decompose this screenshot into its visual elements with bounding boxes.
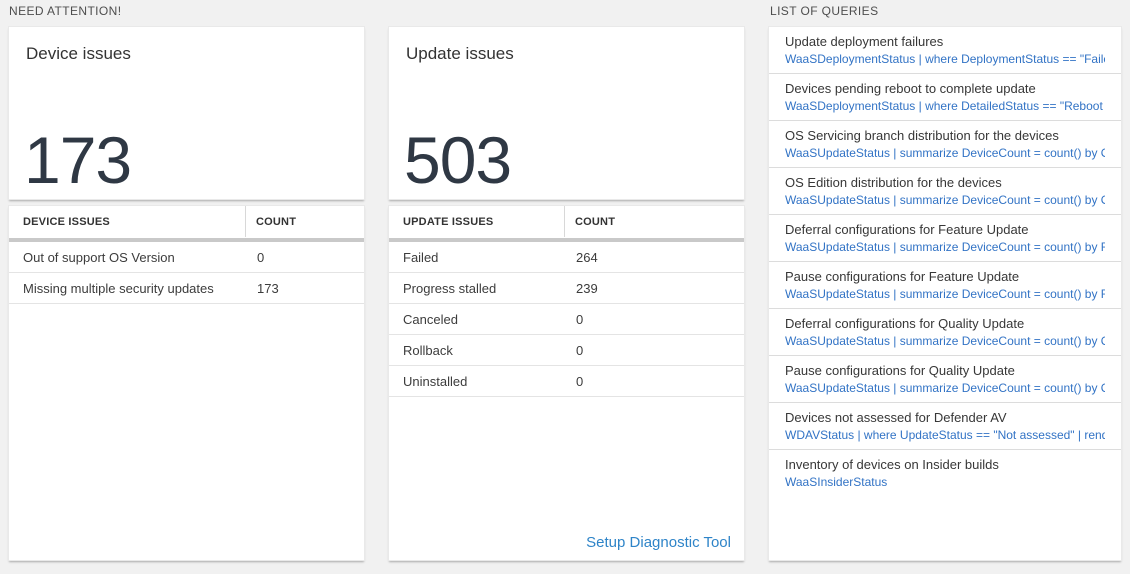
issue-label: Failed	[403, 249, 439, 265]
update-issues-table: UPDATE ISSUES COUNT Failed 264 Progress …	[388, 205, 745, 561]
table-row[interactable]: Missing multiple security updates 173	[9, 273, 364, 304]
table-row[interactable]: Out of support OS Version 0	[9, 242, 364, 273]
query-list-item[interactable]: Devices pending reboot to complete updat…	[769, 74, 1121, 121]
query-list-item[interactable]: OS Servicing branch distribution for the…	[769, 121, 1121, 168]
query-list-item[interactable]: OS Edition distribution for the devices …	[769, 168, 1121, 215]
query-title: Deferral configurations for Quality Upda…	[785, 316, 1025, 331]
query-title: Pause configurations for Feature Update	[785, 269, 1020, 284]
update-issues-title: Update issues	[406, 44, 514, 63]
table-row[interactable]: Canceled 0	[389, 304, 744, 335]
device-issues-tile[interactable]: Device issues 173	[8, 26, 365, 200]
issue-label: Uninstalled	[403, 373, 468, 389]
issue-count: 0	[576, 373, 584, 389]
device-issues-column-header: DEVICE ISSUES	[9, 206, 246, 237]
query-title: OS Edition distribution for the devices	[785, 175, 1002, 190]
update-issues-table-header: UPDATE ISSUES COUNT	[389, 206, 744, 237]
query-text: WaaSUpdateStatus | summarize DeviceCount…	[785, 146, 1105, 160]
query-list-item[interactable]: Pause configurations for Feature Update …	[769, 262, 1121, 309]
issue-label: Out of support OS Version	[23, 249, 175, 265]
setup-diagnostic-tool-link[interactable]: Setup Diagnostic Tool	[586, 534, 731, 551]
query-title: Pause configurations for Quality Update	[785, 363, 1015, 378]
issue-count: 0	[257, 249, 265, 265]
query-text: WaaSInsiderStatus	[785, 475, 888, 489]
device-issues-table-header: DEVICE ISSUES COUNT	[9, 206, 364, 237]
query-title: Devices pending reboot to complete updat…	[785, 81, 1036, 96]
query-list-item[interactable]: Deferral configurations for Quality Upda…	[769, 309, 1121, 356]
query-list-item[interactable]: Devices not assessed for Defender AV WDA…	[769, 403, 1121, 450]
query-text: WaaSUpdateStatus | summarize DeviceCount…	[785, 193, 1105, 207]
update-issues-column-header: UPDATE ISSUES	[389, 206, 565, 237]
query-list-item[interactable]: Deferral configurations for Feature Upda…	[769, 215, 1121, 262]
query-text: WaaSDeploymentStatus | where DetailedSta…	[785, 99, 1105, 113]
issue-label: Rollback	[403, 342, 453, 358]
update-issues-tile[interactable]: Update issues 503	[388, 26, 745, 200]
issue-count: 0	[576, 311, 584, 327]
query-text: WDAVStatus | where UpdateStatus == "Not …	[785, 428, 1105, 442]
table-row[interactable]: Progress stalled 239	[389, 273, 744, 304]
issue-count: 239	[576, 280, 598, 296]
table-row[interactable]: Rollback 0	[389, 335, 744, 366]
query-title: Update deployment failures	[785, 34, 944, 49]
device-issues-table: DEVICE ISSUES COUNT Out of support OS Ve…	[8, 205, 365, 561]
issue-count: 173	[257, 280, 279, 296]
query-list-panel: Update deployment failures WaaSDeploymen…	[768, 26, 1122, 561]
query-text: WaaSUpdateStatus | summarize DeviceCount…	[785, 287, 1105, 301]
need-attention-section-header: NEED ATTENTION!	[9, 4, 122, 18]
table-header-divider-bar	[389, 238, 744, 242]
issue-label: Canceled	[403, 311, 458, 327]
query-title: Inventory of devices on Insider builds	[785, 457, 999, 472]
query-text: WaaSDeploymentStatus | where DeploymentS…	[785, 52, 1105, 66]
list-of-queries-section-header: LIST OF QUERIES	[770, 4, 879, 18]
query-list-item[interactable]: Inventory of devices on Insider builds W…	[769, 450, 1121, 496]
query-title: Deferral configurations for Feature Upda…	[785, 222, 1029, 237]
query-text: WaaSUpdateStatus | summarize DeviceCount…	[785, 240, 1105, 254]
issue-count: 0	[576, 342, 584, 358]
count-column-header: COUNT	[575, 215, 616, 228]
table-row[interactable]: Uninstalled 0	[389, 366, 744, 397]
issue-label: Progress stalled	[403, 280, 497, 296]
query-list-item[interactable]: Update deployment failures WaaSDeploymen…	[769, 27, 1121, 74]
issue-count: 264	[576, 249, 598, 265]
device-issues-total: 173	[24, 123, 132, 197]
issue-label: Missing multiple security updates	[23, 280, 214, 296]
table-row[interactable]: Failed 264	[389, 242, 744, 273]
query-title: OS Servicing branch distribution for the…	[785, 128, 1059, 143]
query-title: Devices not assessed for Defender AV	[785, 410, 1007, 425]
device-issues-title: Device issues	[26, 44, 131, 63]
table-header-divider-bar	[9, 238, 364, 242]
count-column-header: COUNT	[256, 215, 297, 228]
query-list-item[interactable]: Pause configurations for Quality Update …	[769, 356, 1121, 403]
query-text: WaaSUpdateStatus | summarize DeviceCount…	[785, 334, 1105, 348]
query-text: WaaSUpdateStatus | summarize DeviceCount…	[785, 381, 1105, 395]
update-issues-total: 503	[404, 123, 512, 197]
